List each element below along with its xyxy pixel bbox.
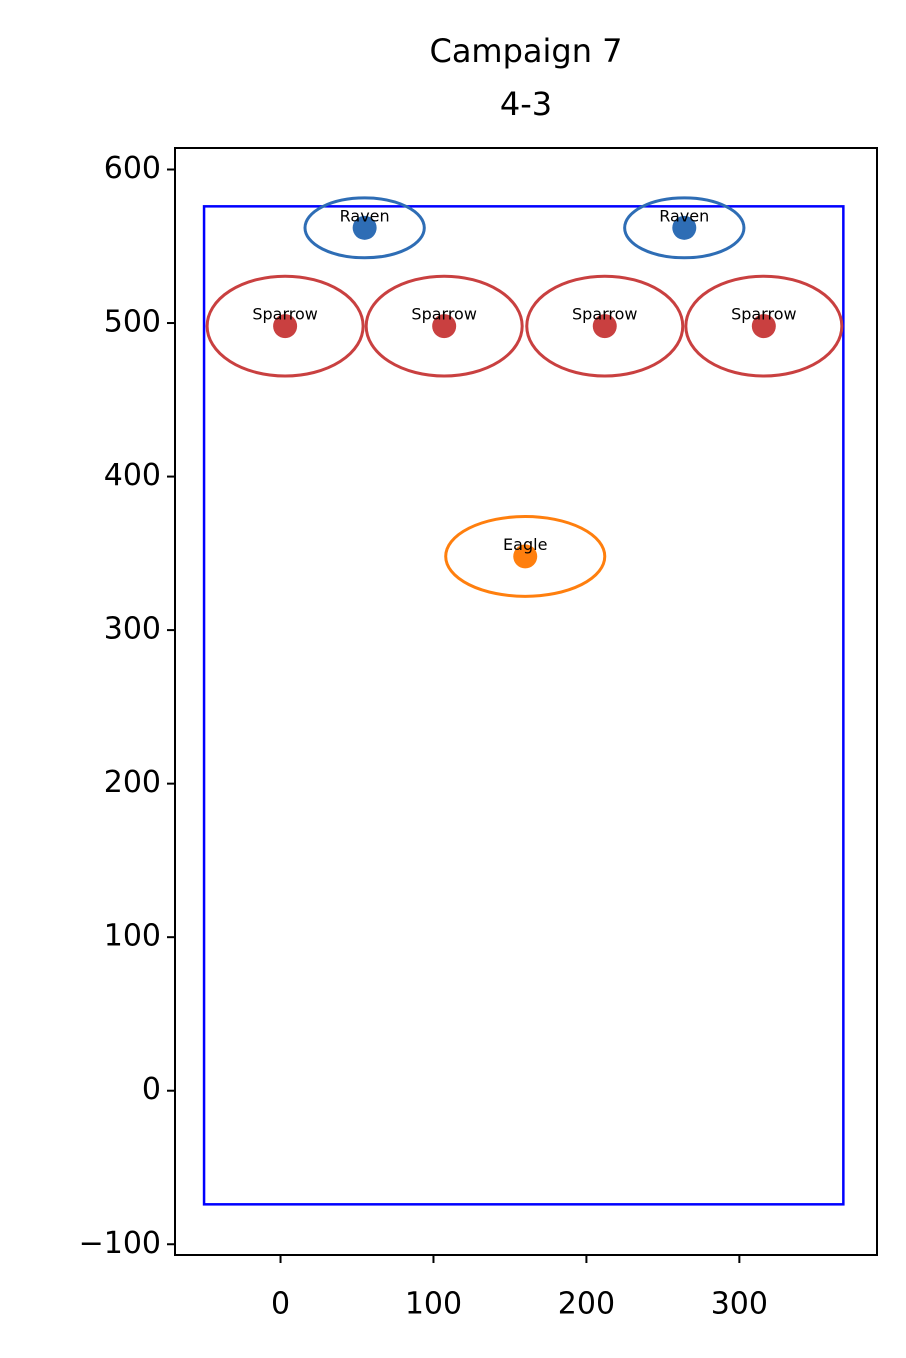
point bbox=[592, 314, 617, 339]
plot-frame bbox=[174, 147, 878, 1256]
y-tick-label: 600 bbox=[104, 151, 161, 186]
point-label: Sparrow bbox=[252, 305, 318, 324]
point-label: Sparrow bbox=[731, 305, 797, 324]
y-tick-label: 0 bbox=[142, 1072, 161, 1107]
x-tick-label: 200 bbox=[558, 1287, 615, 1322]
point bbox=[513, 544, 538, 569]
point-range bbox=[444, 514, 607, 598]
point-range bbox=[303, 196, 426, 260]
point bbox=[751, 314, 776, 339]
point-range bbox=[684, 274, 844, 378]
x-tick-label: 100 bbox=[405, 1287, 462, 1322]
y-tick-label: 300 bbox=[104, 612, 161, 647]
y-tick-label: 100 bbox=[104, 919, 161, 954]
y-tick-label: 400 bbox=[104, 458, 161, 493]
chart-title: Campaign 7 bbox=[429, 32, 622, 70]
point-range bbox=[525, 274, 685, 378]
point-label: Raven bbox=[659, 206, 709, 225]
point bbox=[432, 314, 457, 339]
point-label: Eagle bbox=[503, 535, 547, 554]
point-label: Sparrow bbox=[572, 305, 638, 324]
x-tick-label: 300 bbox=[711, 1287, 768, 1322]
point-range bbox=[364, 274, 524, 378]
x-tick-label: 0 bbox=[271, 1287, 290, 1322]
y-tick-label: 200 bbox=[104, 765, 161, 800]
point-label: Sparrow bbox=[411, 305, 477, 324]
point-range bbox=[623, 196, 746, 260]
point-label: Raven bbox=[340, 206, 390, 225]
point bbox=[672, 215, 697, 240]
y-tick-label: −100 bbox=[79, 1226, 161, 1261]
point-range bbox=[205, 274, 365, 378]
point bbox=[273, 314, 298, 339]
point bbox=[352, 215, 377, 240]
chart-subtitle: 4-3 bbox=[500, 85, 552, 123]
y-tick-label: 500 bbox=[104, 305, 161, 340]
field-boundary bbox=[202, 205, 845, 1206]
